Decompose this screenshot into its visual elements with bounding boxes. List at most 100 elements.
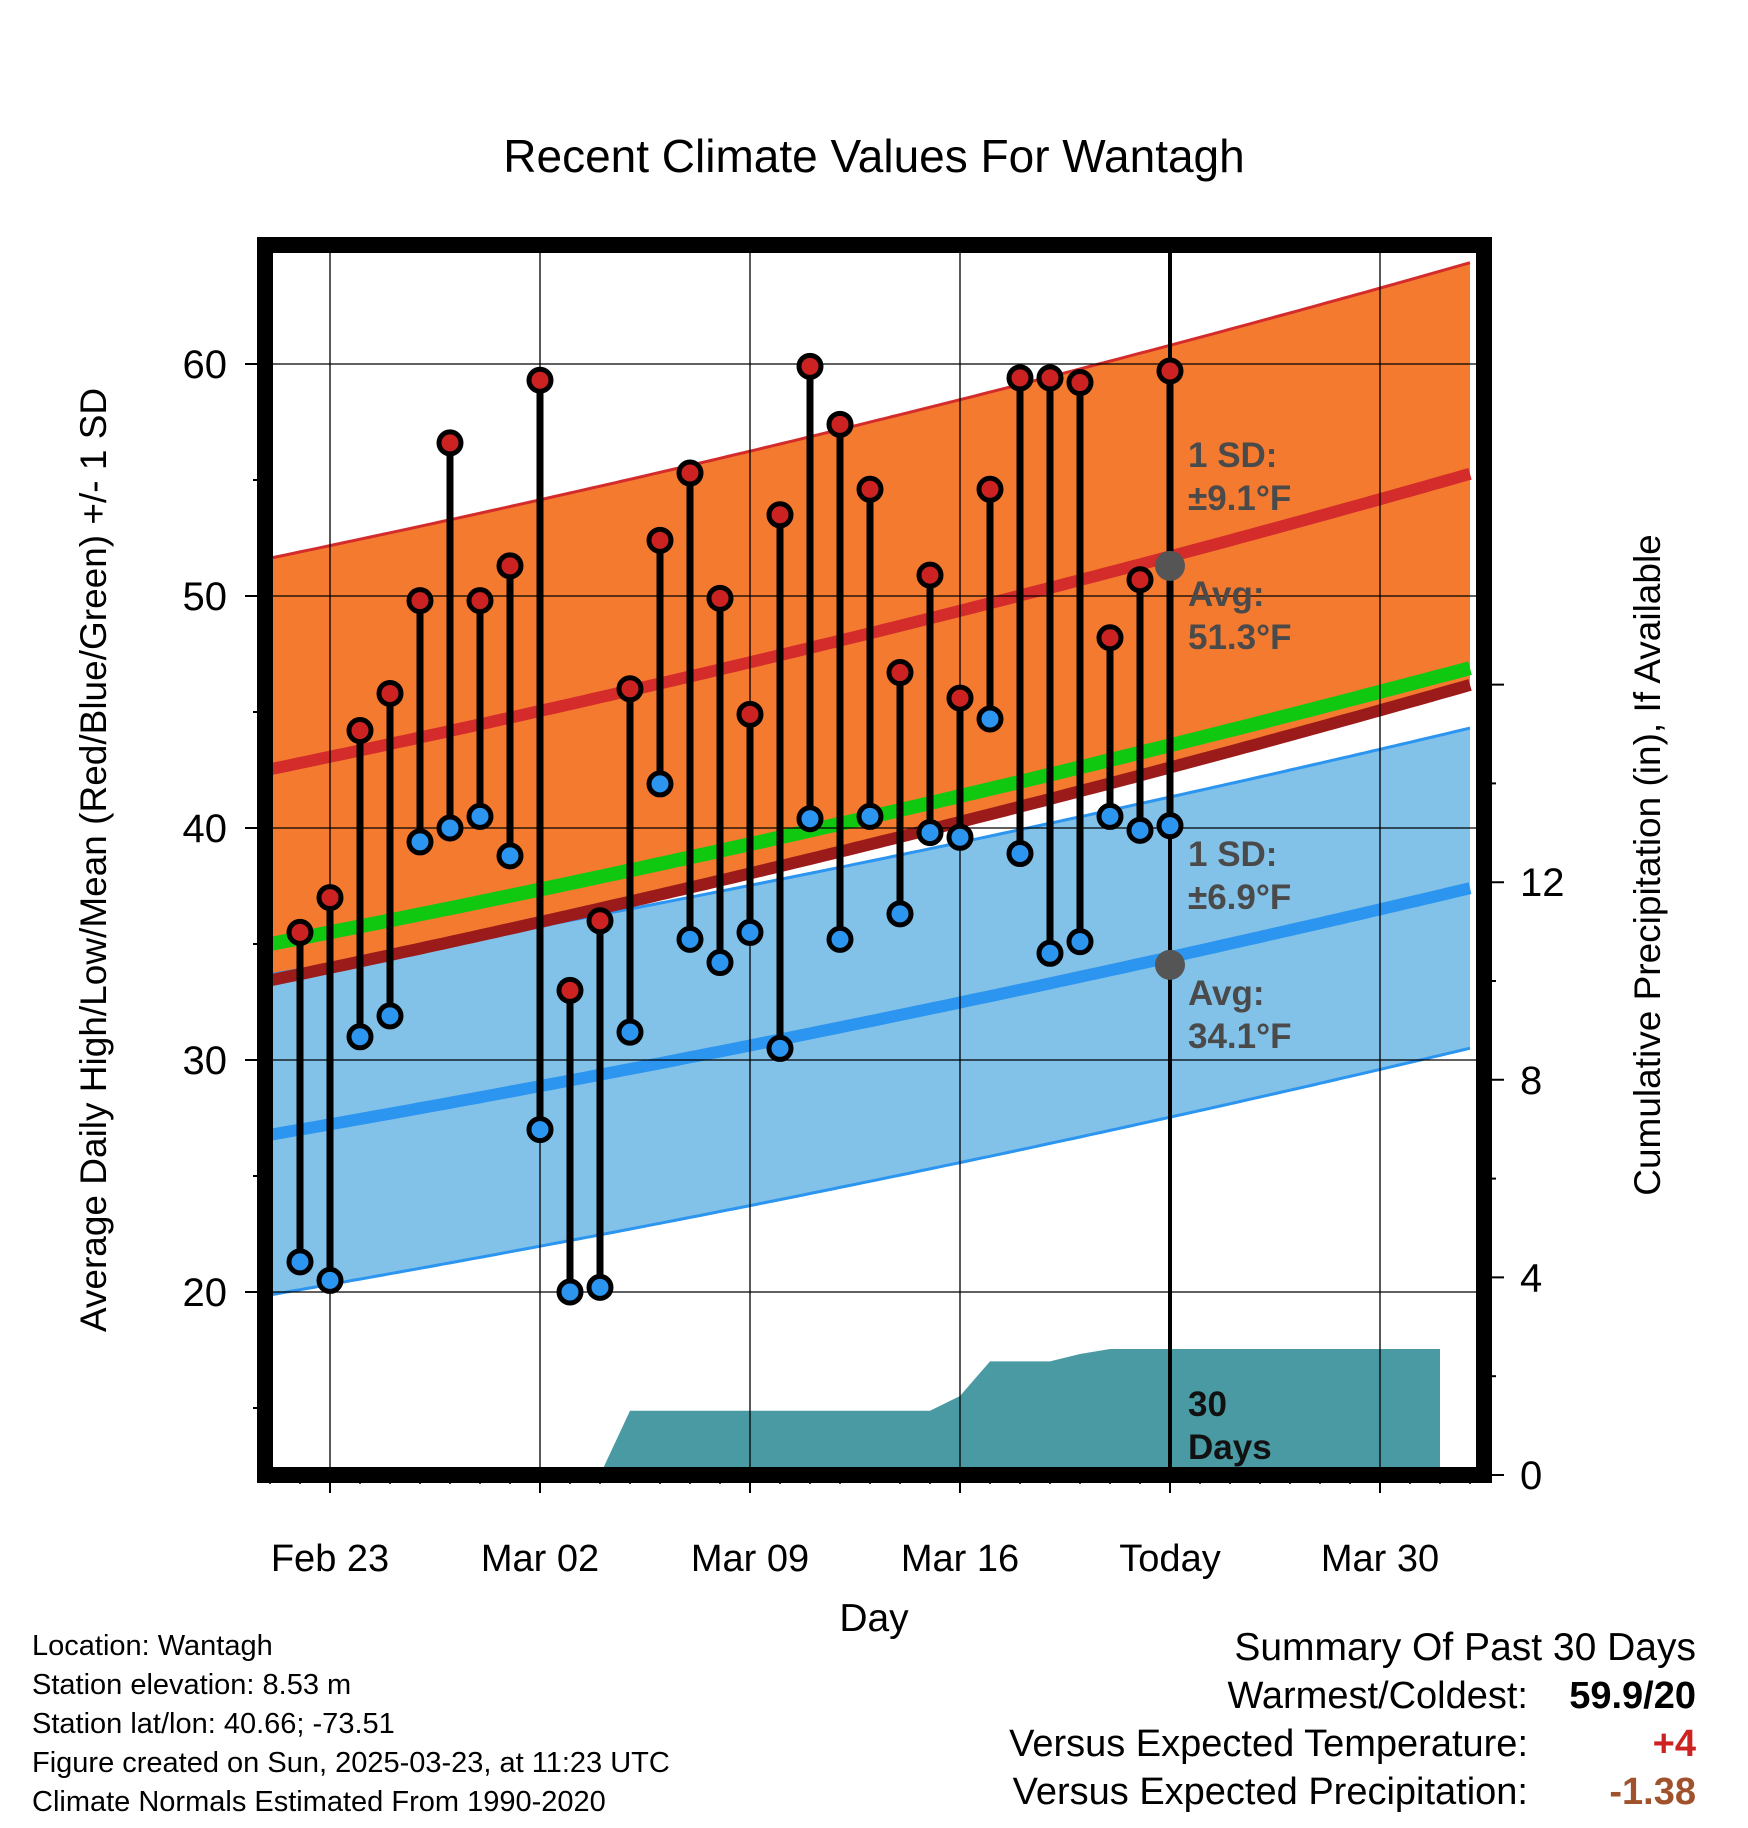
created-text: Figure created on Sun, 2025-03-23, at 11…: [32, 1747, 670, 1779]
high-temp-point: [826, 410, 854, 438]
low-temp-point: [646, 770, 674, 798]
low-temp-point: [916, 819, 944, 847]
low-sd-value: ±6.9°F: [1188, 878, 1291, 917]
high-temp-point: [526, 366, 554, 394]
summary-warmest-coldest: Warmest/Coldest: 59.9/20: [1009, 1672, 1696, 1720]
window-days-label: Days: [1188, 1428, 1272, 1467]
low-temp-point: [706, 949, 734, 977]
high-temp-point: [1036, 364, 1064, 392]
low-temp-point: [826, 925, 854, 953]
low-temp-point: [736, 918, 764, 946]
y2-tick-label: 0: [1520, 1454, 1542, 1498]
low-temp-point: [1006, 840, 1034, 868]
high-temp-point: [556, 976, 584, 1004]
high-temp-point: [916, 561, 944, 589]
precip-vs-expected-label: Versus Expected Precipitation:: [1012, 1771, 1528, 1813]
summary-temperature: Versus Expected Temperature: +4: [1009, 1720, 1696, 1768]
summary-title: Summary Of Past 30 Days: [1234, 1626, 1696, 1669]
y-tick-label: 60: [183, 343, 228, 387]
plot-area: 1 SD: ±9.1°F Avg: 51.3°F 1 SD: ±6.9°F Avg: 34.1…: [183, 237, 1565, 1580]
low-temp-point: [886, 900, 914, 928]
low-avg-label: Avg:: [1188, 974, 1264, 1013]
high-temp-point: [946, 684, 974, 712]
high-temp-point: [436, 429, 464, 457]
elevation-text: Station elevation: 8.53 m: [32, 1669, 352, 1701]
low-temp-point: [376, 1002, 404, 1030]
high-sd-label: 1 SD:: [1188, 436, 1277, 475]
high-sd-value: ±9.1°F: [1188, 479, 1291, 518]
latlon-text: Station lat/lon: 40.66; -73.51: [32, 1708, 395, 1740]
high-temp-point: [286, 918, 314, 946]
summary-panel: Summary Of Past 30 Days Warmest/Coldest:…: [1009, 1624, 1696, 1816]
low-temp-point: [406, 828, 434, 856]
low-temp-point: [1066, 928, 1094, 956]
high-temp-point: [1066, 369, 1094, 397]
high-temp-point: [1156, 357, 1184, 385]
low-temp-point: [586, 1273, 614, 1301]
today-high-avg-marker: [1155, 550, 1185, 581]
low-sd-label: 1 SD:: [1188, 835, 1277, 874]
temp-vs-expected-label: Versus Expected Temperature:: [1009, 1723, 1528, 1765]
high-temp-point: [316, 884, 344, 912]
high-temp-point: [1096, 624, 1124, 652]
warmest-coldest-value: 59.9/20: [1569, 1675, 1696, 1717]
high-temp-point: [646, 526, 674, 554]
high-temp-point: [886, 659, 914, 687]
high-temp-point: [586, 907, 614, 935]
x-tick-label: Mar 16: [901, 1538, 1019, 1580]
window-days-number: 30: [1188, 1385, 1227, 1424]
high-temp-point: [466, 587, 494, 615]
x-tick-label: Mar 09: [691, 1538, 809, 1580]
high-temp-point: [706, 584, 734, 612]
high-temp-point: [346, 717, 374, 745]
high-sd-upper-edge: [269, 261, 1471, 560]
high-avg-label: Avg:: [1188, 575, 1264, 614]
chart-title: Recent Climate Values For Wantagh: [503, 130, 1244, 182]
low-temp-point: [466, 802, 494, 830]
plot-frame: [257, 237, 1492, 1483]
low-temp-point: [1156, 812, 1184, 840]
x-tick-label: Today: [1119, 1538, 1220, 1580]
low-temp-point: [856, 802, 884, 830]
high-temp-point: [976, 475, 1004, 503]
high-temp-point: [406, 587, 434, 615]
location-text: Location: Wantagh: [32, 1630, 273, 1662]
y2-tick-label: 8: [1520, 1059, 1542, 1103]
y2-axis-label: Cumulative Precipitation (in), If Availa…: [1627, 534, 1668, 1196]
high-temp-point: [376, 679, 404, 707]
low-sd-lower-edge: [269, 1046, 1471, 1297]
low-temp-point: [436, 814, 464, 842]
high-temp-point: [856, 475, 884, 503]
y-axis-label: Average Daily High/Low/Mean (Red/Blue/Gr…: [73, 388, 114, 1332]
y-tick-label: 30: [183, 1039, 228, 1083]
summary-precipitation: Versus Expected Precipitation: -1.38: [1009, 1768, 1696, 1816]
low-temp-point: [556, 1278, 584, 1306]
high-temp-point: [1006, 364, 1034, 392]
y-tick-label: 50: [183, 575, 228, 619]
low-temp-point: [616, 1018, 644, 1046]
x-tick-label: Mar 30: [1321, 1538, 1439, 1580]
low-temp-point: [1036, 939, 1064, 967]
high-temp-point: [766, 501, 794, 529]
plot-inner: 1 SD: ±9.1°F Avg: 51.3°F 1 SD: ±6.9°F Avg: 34.1…: [265, 245, 1484, 1475]
low-temp-point: [976, 705, 1004, 733]
today-low-avg-marker: [1155, 949, 1185, 980]
high-avg-value: 51.3°F: [1188, 618, 1292, 657]
low-temp-point: [346, 1023, 374, 1051]
low-temp-point: [766, 1034, 794, 1062]
station-info: Location: Wantagh Station elevation: 8.5…: [32, 1627, 670, 1822]
low-temp-point: [286, 1248, 314, 1276]
low-temp-point: [676, 925, 704, 953]
low-temp-point: [796, 805, 824, 833]
precipitation-area: [600, 1349, 1440, 1475]
temp-vs-expected-value: +4: [1652, 1723, 1696, 1765]
low-temp-point: [496, 842, 524, 870]
x-tick-label: Feb 23: [271, 1538, 389, 1580]
normals-period-text: Climate Normals Estimated From 1990-2020: [32, 1786, 606, 1818]
y2-tick-label: 12: [1520, 861, 1565, 905]
y2-tick-label: 4: [1520, 1256, 1542, 1300]
warmest-coldest-label: Warmest/Coldest:: [1227, 1675, 1528, 1717]
high-temp-point: [496, 552, 524, 580]
x-axis-label: Day: [839, 1597, 909, 1640]
